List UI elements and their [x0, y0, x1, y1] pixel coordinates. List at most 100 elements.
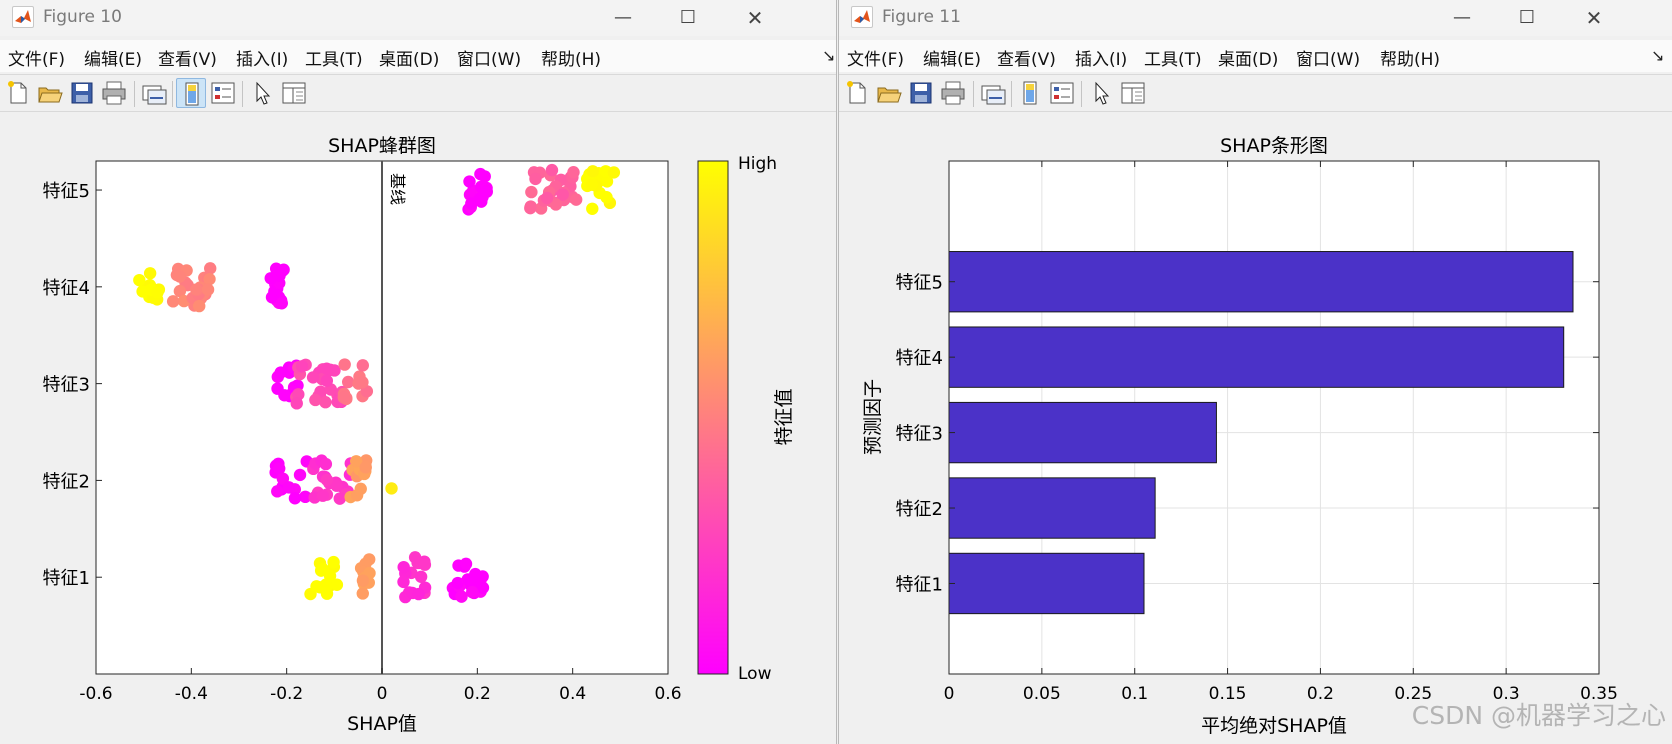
scatter-point	[276, 472, 290, 485]
scatter-point	[341, 375, 355, 389]
legend-icon[interactable]	[1047, 78, 1077, 108]
x-tick-label: 0.25	[1394, 684, 1432, 704]
scatter-point	[273, 462, 286, 475]
save-icon[interactable]	[906, 78, 936, 108]
scatter-point	[480, 185, 493, 198]
y-tick-label: 特征2	[896, 499, 943, 520]
link-plot-icon[interactable]	[139, 78, 169, 108]
menu-insert[interactable]: 插入(I)	[1075, 50, 1128, 70]
property-editor-icon[interactable]	[279, 78, 309, 108]
property-editor-icon[interactable]	[1118, 78, 1148, 108]
x-tick-label: 0.3	[1493, 684, 1520, 704]
toolbar-divider	[134, 81, 135, 107]
print-icon[interactable]	[99, 78, 129, 108]
x-tick-label: 0.1	[1121, 684, 1148, 704]
pointer-icon[interactable]	[1086, 78, 1116, 108]
scatter-point	[350, 455, 363, 468]
menu-tools[interactable]: 工具(T)	[1144, 50, 1202, 70]
maximize-icon[interactable]: ☐	[679, 7, 697, 28]
menu-desktop[interactable]: 桌面(D)	[1218, 50, 1279, 70]
open-file-icon[interactable]	[35, 78, 65, 108]
bar	[948, 326, 1565, 388]
scatter-point	[549, 198, 563, 211]
new-figure-icon[interactable]	[3, 78, 33, 108]
menu-desktop[interactable]: 桌面(D)	[379, 50, 440, 70]
bar-chart: 特征1 特征2 特征3 特征4 特征5 0 0.05 0.1 0.15 0.2 0.25 0.3 0.…	[862, 135, 1618, 737]
menu-help[interactable]: 帮助(H)	[1380, 50, 1441, 70]
menu-window[interactable]: 窗口(W)	[1296, 50, 1361, 70]
title-bar[interactable]: Figure 10 — ☐ ✕	[0, 0, 836, 36]
x-tick-label: 0.2	[1307, 684, 1334, 704]
dock-arrow-icon[interactable]: ↘	[1651, 46, 1665, 65]
colorbar-icon[interactable]	[1015, 78, 1045, 108]
colorbar-title: 特征值	[773, 388, 795, 445]
y-tick-label: 特征1	[896, 574, 943, 595]
bar	[948, 552, 1145, 615]
scatter-point	[567, 166, 580, 179]
close-icon[interactable]: ✕	[746, 6, 764, 30]
menu-help[interactable]: 帮助(H)	[541, 50, 602, 70]
menu-edit[interactable]: 编辑(E)	[923, 50, 982, 70]
title-bar[interactable]: Figure 11 — ☐ ✕	[839, 0, 1672, 36]
scatter-point	[133, 273, 146, 287]
scatter-point	[151, 286, 164, 299]
maximize-icon[interactable]: ☐	[1518, 7, 1536, 28]
menu-file[interactable]: 文件(F)	[847, 50, 905, 70]
scatter-point	[586, 165, 599, 178]
new-figure-icon[interactable]	[842, 78, 872, 108]
y-tick-label: 特征1	[43, 568, 90, 589]
scatter-point	[277, 263, 290, 276]
x-tick-label: -0.6	[79, 684, 112, 704]
scatter-point	[275, 297, 288, 310]
save-icon[interactable]	[67, 78, 97, 108]
pointer-icon[interactable]	[247, 78, 277, 108]
menu-window[interactable]: 窗口(W)	[457, 50, 522, 70]
scatter-point	[569, 193, 583, 206]
scatter-point	[350, 489, 364, 502]
y-tick-label: 特征4	[43, 278, 90, 299]
scatter-point	[466, 585, 479, 599]
close-icon[interactable]: ✕	[1585, 6, 1603, 30]
legend-icon[interactable]	[208, 78, 238, 108]
toolbar	[839, 74, 1672, 112]
dock-arrow-icon[interactable]: ↘	[822, 46, 836, 65]
minimize-icon[interactable]: —	[614, 7, 632, 28]
scatter-point	[320, 580, 333, 593]
scatter-point	[385, 482, 398, 495]
colorbar-low-label: Low	[738, 664, 772, 684]
menu-tools[interactable]: 工具(T)	[305, 50, 363, 70]
scatter-point	[201, 283, 215, 296]
open-file-icon[interactable]	[874, 78, 904, 108]
x-tick-label: 0.4	[559, 684, 586, 704]
chart-title: SHAP蜂群图	[328, 135, 436, 157]
y-tick-label: 特征2	[43, 471, 90, 492]
scatter-point	[320, 473, 334, 487]
menu-view[interactable]: 查看(V)	[997, 50, 1056, 70]
x-axis-label: SHAP值	[347, 713, 417, 735]
menu-file[interactable]: 文件(F)	[8, 50, 66, 70]
scatter-point	[166, 295, 180, 308]
x-tick-label: 0	[944, 684, 955, 704]
scatter-point	[607, 166, 621, 179]
link-plot-icon[interactable]	[978, 78, 1008, 108]
scatter-point	[330, 479, 343, 492]
colorbar-high-label: High	[738, 154, 777, 174]
window-title: Figure 10	[43, 7, 122, 27]
scatter-point	[337, 391, 350, 404]
scatter-point	[474, 167, 487, 181]
colorbar-icon[interactable]	[176, 78, 206, 108]
x-tick-label: 0.05	[1023, 684, 1061, 704]
scatter-point	[586, 202, 599, 215]
y-tick-label: 特征5	[896, 273, 943, 294]
scatter-point	[192, 299, 206, 313]
menu-view[interactable]: 查看(V)	[158, 50, 217, 70]
scatter-point	[290, 397, 303, 410]
scatter-point	[412, 587, 425, 601]
menu-insert[interactable]: 插入(I)	[236, 50, 289, 70]
scatter-point	[585, 178, 598, 191]
scatter-point	[330, 578, 344, 591]
minimize-icon[interactable]: —	[1453, 7, 1471, 28]
print-icon[interactable]	[938, 78, 968, 108]
scatter-point	[465, 197, 478, 210]
menu-edit[interactable]: 编辑(E)	[84, 50, 143, 70]
